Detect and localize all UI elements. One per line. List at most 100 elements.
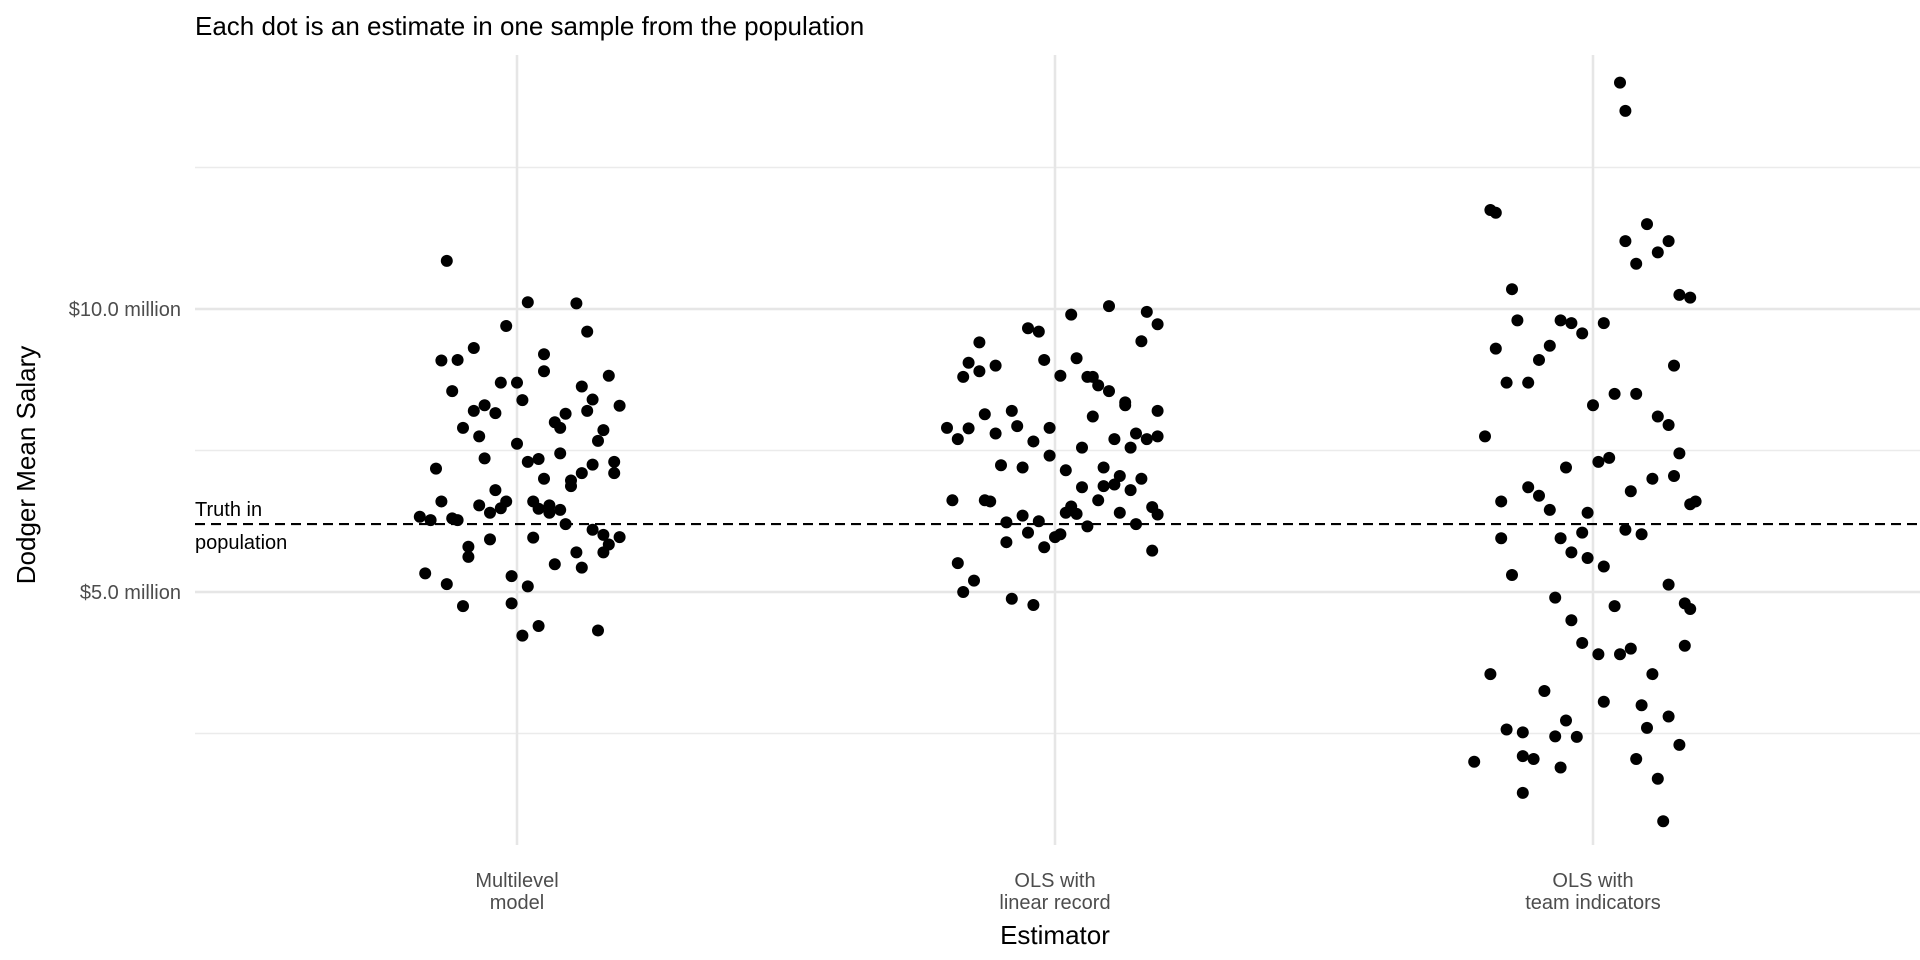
data-point xyxy=(1070,352,1083,365)
data-point xyxy=(1140,433,1153,446)
data-point xyxy=(1495,495,1508,508)
data-point xyxy=(484,506,496,519)
data-point xyxy=(1565,614,1578,627)
data-point xyxy=(1689,495,1702,508)
data-point xyxy=(1543,339,1556,352)
data-point xyxy=(1630,257,1643,270)
data-point xyxy=(1554,532,1567,545)
data-point xyxy=(978,494,991,507)
y-tick-label: $10.0 million xyxy=(69,299,181,321)
data-point xyxy=(413,510,426,523)
data-point xyxy=(521,455,534,468)
data-point xyxy=(1662,710,1675,723)
data-point xyxy=(478,452,491,465)
x-tick-label: model xyxy=(490,892,544,914)
data-point xyxy=(1538,685,1551,698)
data-point xyxy=(1086,410,1099,423)
data-point xyxy=(1673,447,1686,460)
data-point xyxy=(538,472,550,485)
data-point xyxy=(1484,668,1497,681)
data-point xyxy=(592,434,604,447)
data-point xyxy=(467,404,480,417)
data-point xyxy=(1081,520,1094,533)
data-point xyxy=(941,421,953,434)
data-point xyxy=(586,393,599,406)
data-point xyxy=(1522,481,1535,494)
data-point xyxy=(1549,730,1562,743)
data-point xyxy=(1092,379,1105,392)
data-point xyxy=(505,570,518,583)
data-point xyxy=(1151,404,1164,417)
data-point xyxy=(1581,552,1594,565)
chart-title: Each dot is an estimate in one sample fr… xyxy=(195,11,864,41)
data-point xyxy=(1543,503,1556,516)
x-axis-title: Estimator xyxy=(1000,920,1110,950)
data-point xyxy=(1651,772,1664,785)
data-point xyxy=(951,557,964,570)
data-point xyxy=(494,376,507,389)
data-point xyxy=(1630,752,1643,765)
data-point xyxy=(946,494,959,507)
data-point xyxy=(1527,752,1540,765)
data-point xyxy=(957,586,970,598)
data-point xyxy=(575,561,588,574)
data-point xyxy=(1641,218,1653,231)
data-point xyxy=(1516,726,1529,739)
data-point xyxy=(1624,485,1637,498)
data-point xyxy=(1119,396,1132,409)
data-point xyxy=(575,380,588,393)
data-point xyxy=(597,546,610,559)
data-points xyxy=(413,76,1702,828)
data-point xyxy=(608,455,621,468)
data-point xyxy=(951,433,964,446)
data-point xyxy=(1027,599,1040,612)
data-point xyxy=(457,421,469,434)
data-point xyxy=(957,370,970,383)
data-point xyxy=(1022,322,1034,335)
data-point xyxy=(1097,461,1110,474)
data-point xyxy=(527,531,540,544)
data-point xyxy=(597,424,610,437)
data-point xyxy=(1570,730,1583,743)
data-point xyxy=(586,523,599,536)
data-point xyxy=(995,459,1007,472)
y-axis-title: Dodger Mean Salary xyxy=(11,346,41,584)
data-point xyxy=(1000,516,1013,529)
data-point xyxy=(494,502,507,515)
data-point xyxy=(435,495,448,508)
data-point xyxy=(1641,721,1653,734)
data-point xyxy=(1516,750,1529,763)
data-point xyxy=(1592,455,1605,468)
data-point xyxy=(1549,591,1562,604)
data-point xyxy=(1076,481,1088,494)
data-point xyxy=(446,512,459,525)
data-point xyxy=(1027,435,1040,448)
data-point xyxy=(440,578,453,591)
data-point xyxy=(1146,544,1159,557)
data-point xyxy=(1140,305,1153,318)
data-point xyxy=(1565,546,1578,559)
data-point xyxy=(1673,738,1686,751)
data-point xyxy=(1657,815,1670,828)
data-point xyxy=(1662,419,1675,432)
data-point xyxy=(1070,507,1083,520)
data-point xyxy=(511,437,523,450)
data-point xyxy=(592,624,604,637)
x-tick-label: OLS with xyxy=(1014,870,1095,892)
data-point xyxy=(1151,318,1164,331)
data-point xyxy=(1619,523,1632,536)
data-point xyxy=(1500,376,1513,389)
data-point xyxy=(1646,472,1659,485)
data-point xyxy=(1000,536,1013,549)
data-point xyxy=(462,540,475,553)
data-point xyxy=(1533,353,1545,366)
data-point xyxy=(1124,484,1137,497)
data-point xyxy=(1489,206,1502,219)
data-point xyxy=(1092,494,1105,507)
data-point xyxy=(1011,420,1024,433)
data-point xyxy=(1651,410,1664,423)
data-point xyxy=(457,600,469,613)
data-point xyxy=(505,597,518,610)
data-point xyxy=(973,365,986,378)
